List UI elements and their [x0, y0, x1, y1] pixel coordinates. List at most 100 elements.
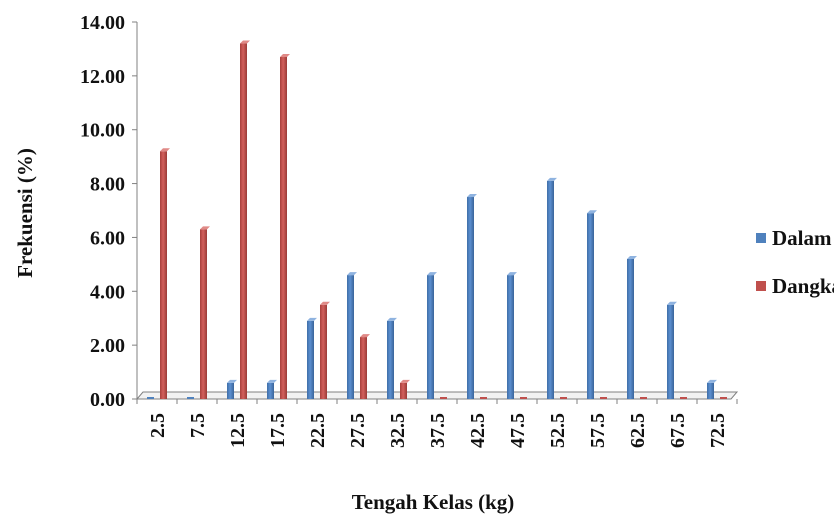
- bar-top: [467, 194, 477, 198]
- bar-top: [320, 301, 330, 305]
- y-tick-label: 10.00: [80, 120, 125, 142]
- bar-dangkal: [640, 397, 647, 399]
- bar-body: [507, 275, 514, 399]
- bar-dangkal: [280, 54, 290, 399]
- bar-body-zero: [187, 397, 194, 399]
- bar-top: [347, 272, 357, 276]
- bar-dalam: [227, 379, 237, 399]
- bar-dalam: [667, 301, 677, 399]
- bar-body: [627, 258, 634, 399]
- bar-dalam: [267, 379, 277, 399]
- bar-top: [360, 334, 370, 338]
- legend-swatch-dalam: [756, 233, 766, 243]
- bar-body: [707, 382, 714, 399]
- x-tick-label: 32.5: [387, 413, 409, 448]
- bar-dangkal: [680, 397, 687, 399]
- x-tick-label: 47.5: [507, 413, 529, 448]
- bar-dalam: [187, 397, 194, 399]
- bar-top: [387, 317, 397, 321]
- x-tick-label: 52.5: [547, 413, 569, 448]
- bar-dangkal: [520, 397, 527, 399]
- bar-top: [267, 379, 277, 383]
- y-tick-label: 4.00: [90, 281, 125, 303]
- bar-top: [627, 255, 637, 259]
- legend-label-dalam: Dalam: [772, 226, 832, 250]
- y-axis-title: Frekuensi (%): [13, 148, 37, 278]
- x-tick-label: 7.5: [187, 413, 209, 438]
- bar-dalam: [547, 177, 557, 399]
- x-tick-label: 17.5: [267, 413, 289, 448]
- bar-dalam: [587, 210, 597, 399]
- bar-body: [240, 43, 247, 400]
- bar-body: [227, 382, 234, 399]
- legend-item-dangkal: Dangkal: [756, 274, 834, 298]
- bar-top: [667, 301, 677, 305]
- x-tick-label: 42.5: [467, 413, 489, 448]
- bar-dangkal: [720, 397, 727, 399]
- bar-top: [587, 210, 597, 214]
- bar-body-zero: [440, 397, 447, 399]
- bar-body: [587, 213, 594, 399]
- bar-top: [547, 177, 557, 181]
- x-tick-label: 2.5: [147, 413, 169, 438]
- bar-top: [160, 148, 170, 152]
- bar-top: [240, 40, 250, 44]
- legend: Dalam Dangkal: [756, 226, 834, 298]
- x-ticks: 2.5 7.5 12.5 17.5 22.5 27.5 32.5 37.5 42.5 47.5 52…: [136, 399, 738, 448]
- bar-body: [387, 320, 394, 399]
- bar-body: [267, 382, 274, 399]
- bar-body-zero: [680, 397, 687, 399]
- y-tick-label: 12.00: [80, 66, 125, 88]
- x-axis-title: Tengah Kelas (kg): [352, 490, 515, 514]
- bar-dangkal: [560, 397, 567, 399]
- bar-top: [227, 379, 237, 383]
- x-tick-label: 72.5: [707, 413, 729, 448]
- legend-label-dangkal: Dangkal: [772, 274, 834, 298]
- bar-dangkal: [480, 397, 487, 399]
- bar-dangkal: [240, 40, 250, 400]
- bar-body: [467, 197, 474, 399]
- bar-body-zero: [560, 397, 567, 399]
- bar-dangkal: [360, 334, 370, 399]
- legend-item-dalam: Dalam: [756, 226, 832, 250]
- y-axis: 0.00 2.00 4.00 6.00 8.00 10.00 12.00 14.00: [80, 12, 138, 411]
- bar-dalam: [467, 194, 477, 399]
- bar-dalam: [507, 272, 517, 399]
- bar-body: [547, 180, 554, 399]
- bar-body: [280, 57, 287, 399]
- x-tick-label: 67.5: [667, 413, 689, 448]
- bars: [147, 40, 727, 400]
- bar-body-zero: [147, 397, 154, 399]
- bar-body-zero: [720, 397, 727, 399]
- bar-body-zero: [480, 397, 487, 399]
- bar-body: [667, 304, 674, 399]
- bar-dalam: [707, 379, 717, 399]
- bar-body: [160, 151, 167, 399]
- bar-dangkal: [320, 301, 330, 399]
- bar-body: [400, 382, 407, 399]
- bar-dalam: [427, 272, 437, 399]
- y-tick-label: 6.00: [90, 227, 125, 249]
- bar-dangkal: [200, 226, 210, 399]
- bar-top: [507, 272, 517, 276]
- bar-top: [400, 379, 410, 383]
- y-tick-label: 14.00: [80, 12, 125, 34]
- y-tick-label: 2.00: [90, 335, 125, 357]
- bar-body-zero: [640, 397, 647, 399]
- bar-body: [307, 320, 314, 399]
- x-tick-label: 57.5: [587, 413, 609, 448]
- bar-dalam: [307, 317, 317, 399]
- bar-dalam: [627, 255, 637, 399]
- bar-dalam: [387, 317, 397, 399]
- bar-dangkal: [600, 397, 607, 399]
- y-tick-label: 8.00: [90, 174, 125, 196]
- x-axis: 2.5 7.5 12.5 17.5 22.5 27.5 32.5 37.5 42.5 47.5 52…: [135, 391, 739, 448]
- y-tick-label: 0.00: [90, 389, 125, 411]
- x-tick-label: 12.5: [227, 413, 249, 448]
- bar-top: [280, 54, 290, 58]
- x-tick-label: 37.5: [427, 413, 449, 448]
- bar-body: [360, 337, 367, 399]
- bar-body-zero: [520, 397, 527, 399]
- bar-top: [707, 379, 717, 383]
